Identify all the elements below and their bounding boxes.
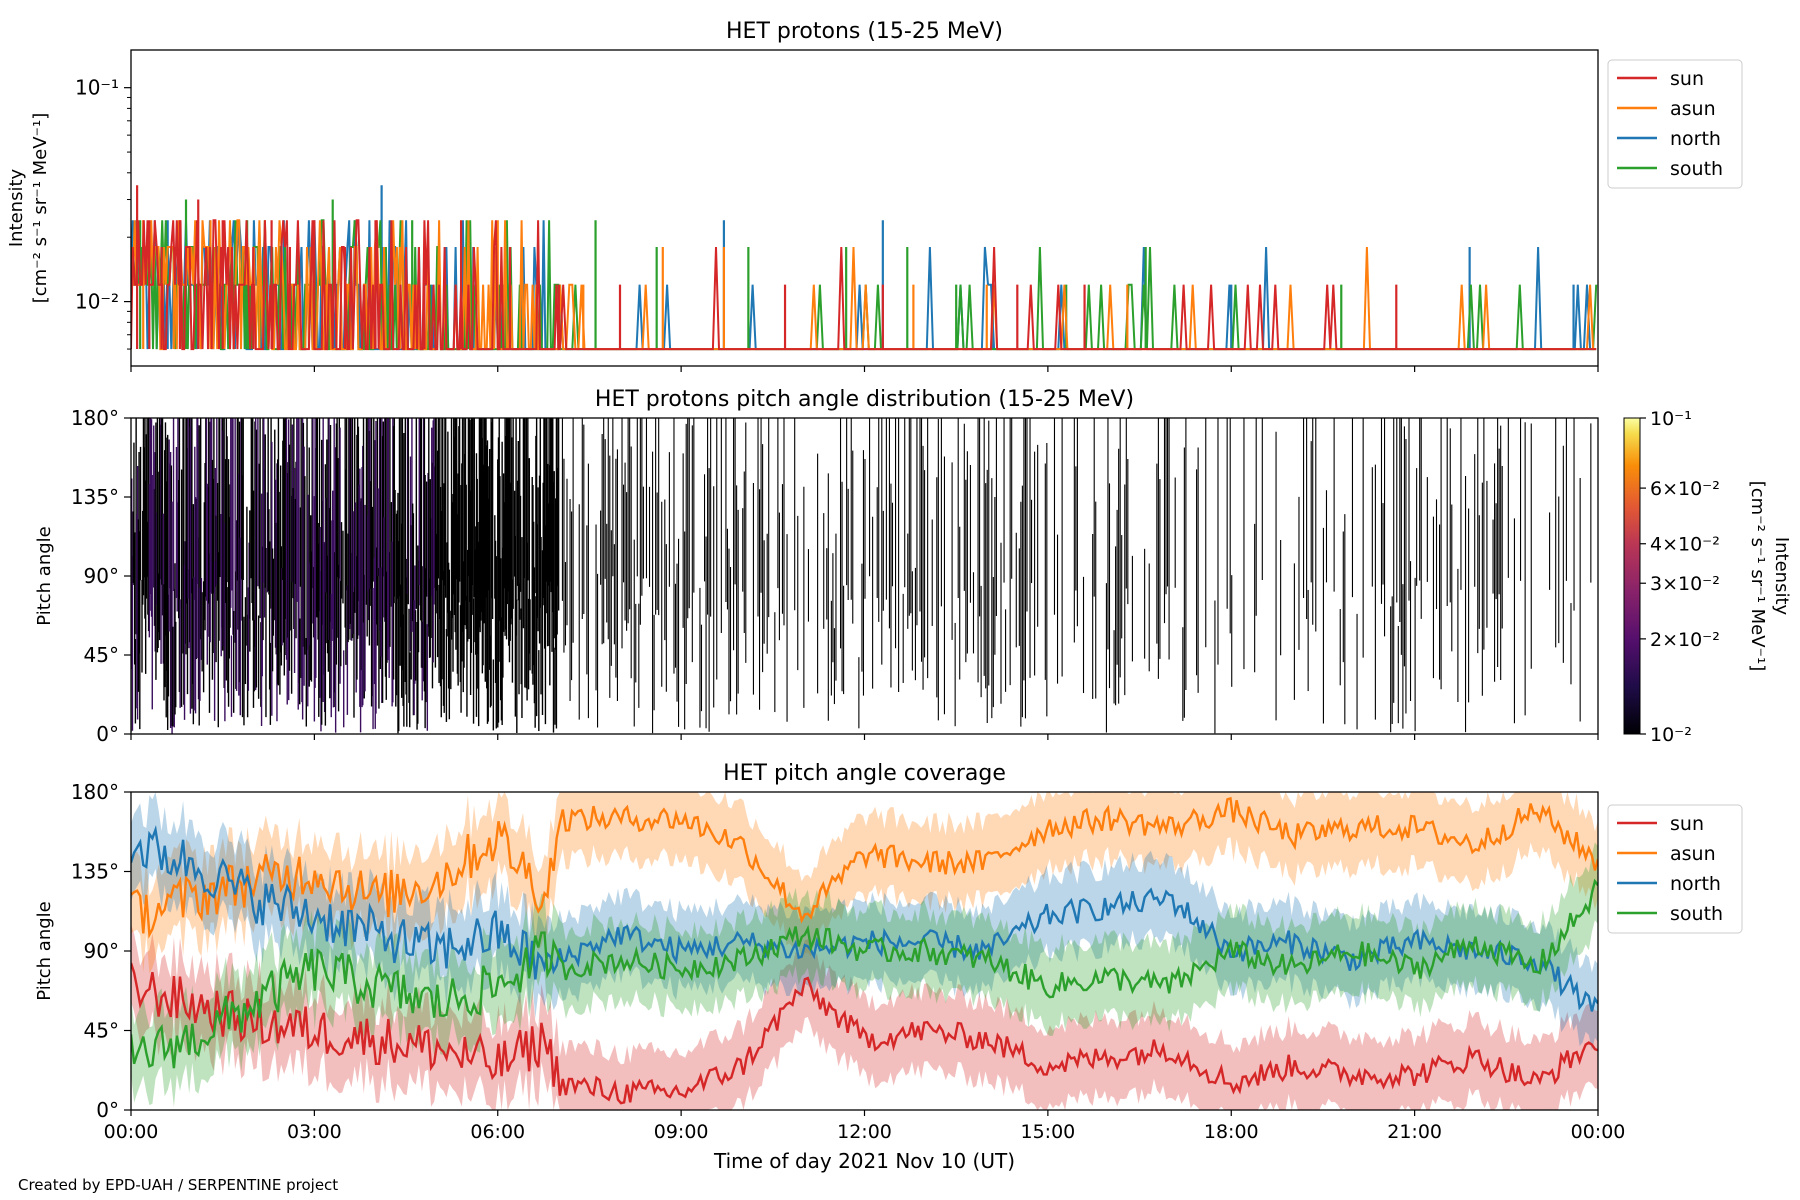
coverage-band-north bbox=[131, 792, 1598, 1051]
panel-title-2: HET protons pitch angle distribution (15… bbox=[595, 387, 1134, 412]
pitch-angle-coverage-panel: HET pitch angle coverage 0° 45° 90° 135° 180°… bbox=[34, 761, 1743, 1173]
coverage-line-asun bbox=[131, 796, 1598, 939]
colorbar-tick-label-0: 10⁻¹ bbox=[1650, 408, 1692, 430]
y-axis-label-3: Pitch angle bbox=[34, 901, 55, 1000]
x-tick-label-0: 00:00 bbox=[104, 1121, 159, 1143]
legend-label-3-north: north bbox=[1670, 873, 1721, 895]
colorbar-tick-label-1: 6×10⁻² bbox=[1650, 478, 1720, 500]
colorbar-tick-label-4: 2×10⁻² bbox=[1650, 629, 1720, 651]
heatmap-area bbox=[131, 418, 1592, 734]
legend-box-3 bbox=[1607, 804, 1743, 934]
y-tick-label-3-1: 45° bbox=[84, 1019, 119, 1043]
y-tick-label-3-0: 0° bbox=[96, 1098, 119, 1122]
panel-title-1: HET protons (15-25 MeV) bbox=[726, 19, 1003, 44]
y-tick-label-3-4: 180° bbox=[71, 780, 119, 804]
y-tick-label-2-2: 90° bbox=[84, 564, 119, 588]
y-tick-label-2-4: 180° bbox=[71, 406, 119, 430]
y-tick-label-1-1: 10⁻² bbox=[75, 290, 119, 314]
legend-3: sun asun north south bbox=[1607, 804, 1743, 934]
colorbar-tick-label-2: 4×10⁻² bbox=[1650, 534, 1720, 556]
x-tick-label-5: 15:00 bbox=[1020, 1121, 1075, 1143]
colorbar-gradient bbox=[1623, 417, 1641, 735]
colorbar: 10⁻¹ 6×10⁻² 4×10⁻² 3×10⁻² 2×10⁻² 10⁻² Intensit… bbox=[1623, 408, 1792, 746]
y-axis-label-2: Pitch angle bbox=[34, 526, 55, 625]
coverage-plot-area bbox=[131, 792, 1598, 1110]
panel-title-3: HET pitch angle coverage bbox=[723, 761, 1006, 786]
footer-credit: Created by EPD-UAH / SERPENTINE project bbox=[18, 1176, 339, 1194]
x-tick-label-2: 06:00 bbox=[470, 1121, 525, 1143]
legend-label-1-asun: asun bbox=[1670, 98, 1716, 120]
coverage-line-sun bbox=[131, 962, 1598, 1105]
colorbar-tick-label-5: 10⁻² bbox=[1650, 724, 1692, 746]
colorbar-tick-label-3: 3×10⁻² bbox=[1650, 573, 1720, 595]
x-tick-label-8: 00:00 bbox=[1571, 1121, 1626, 1143]
legend-label-3-sun: sun bbox=[1670, 813, 1704, 835]
y-axis-units-1: [cm⁻² s⁻¹ sr⁻¹ MeV⁻¹] bbox=[30, 113, 51, 304]
legend-label-1-north: north bbox=[1670, 128, 1721, 150]
colorbar-label: Intensity bbox=[1771, 537, 1792, 616]
x-tick-label-4: 12:00 bbox=[837, 1121, 892, 1143]
x-tick-label-6: 18:00 bbox=[1204, 1121, 1259, 1143]
legend-label-3-asun: asun bbox=[1670, 843, 1716, 865]
colorbar-units: [cm⁻² s⁻¹ sr⁻¹ MeV⁻¹] bbox=[1747, 481, 1768, 672]
coverage-line-north bbox=[131, 825, 1598, 1012]
x-tick-label-3: 09:00 bbox=[654, 1121, 709, 1143]
series-line-sun bbox=[131, 219, 1597, 351]
legend-1: sun asun north south bbox=[1607, 59, 1743, 189]
coverage-line-south bbox=[131, 878, 1598, 1069]
y-tick-label-2-0: 0° bbox=[96, 722, 119, 746]
coverage-band-sun bbox=[131, 924, 1598, 1110]
coverage-band-south bbox=[131, 842, 1598, 1108]
legend-label-1-south: south bbox=[1670, 158, 1723, 180]
plot-area-1 bbox=[131, 185, 1598, 351]
x-axis-label: Time of day 2021 Nov 10 (UT) bbox=[713, 1149, 1015, 1173]
x-tick-label-1: 03:00 bbox=[287, 1121, 342, 1143]
y-tick-label-2-1: 45° bbox=[84, 643, 119, 667]
pitch-angle-distribution-panel: HET protons pitch angle distribution (15… bbox=[34, 387, 1599, 746]
legend-label-3-south: south bbox=[1670, 903, 1723, 925]
y-axis-label-1: Intensity bbox=[6, 168, 27, 247]
x-tick-label-7: 21:00 bbox=[1387, 1121, 1442, 1143]
legend-label-1-sun: sun bbox=[1670, 68, 1704, 90]
y-tick-label-2-3: 135° bbox=[71, 485, 119, 509]
intensity-panel: HET protons (15-25 MeV) 10⁻¹ 10⁻² Intensity… bbox=[6, 19, 1743, 372]
y-tick-label-3-2: 90° bbox=[84, 939, 119, 963]
y-tick-label-1-0: 10⁻¹ bbox=[75, 76, 119, 100]
y-tick-label-3-3: 135° bbox=[71, 860, 119, 884]
legend-box-1 bbox=[1607, 59, 1743, 189]
